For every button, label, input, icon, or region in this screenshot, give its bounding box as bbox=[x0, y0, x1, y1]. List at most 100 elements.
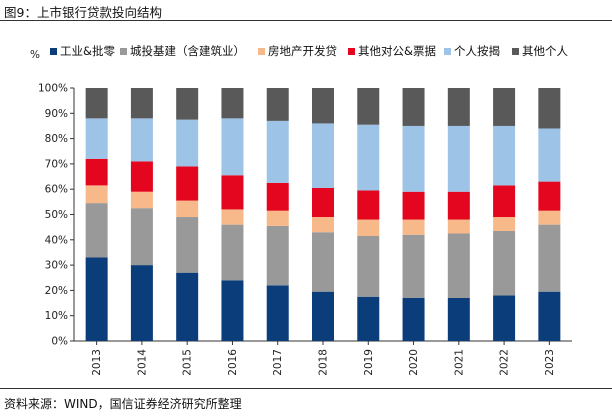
bar-segment bbox=[447, 88, 470, 126]
x-tick-label: 2014 bbox=[136, 349, 148, 376]
bar-segment bbox=[357, 296, 380, 341]
y-tick-label: 100% bbox=[38, 83, 68, 95]
legend-label: 城投基建（含建筑业） bbox=[130, 44, 245, 58]
plot-area: 0% 10% 20% 30% 40% 50% 60% 70% 80% 90% 100% 2013 201… bbox=[38, 83, 572, 376]
bar-segment bbox=[130, 118, 153, 162]
bar-segment bbox=[357, 190, 380, 220]
legend-swatch bbox=[258, 48, 265, 55]
bar-segment bbox=[312, 217, 334, 233]
bar-segment bbox=[85, 257, 108, 341]
bar-segment bbox=[538, 128, 561, 182]
top-rule bbox=[0, 20, 612, 21]
x-tick-label: 2013 bbox=[91, 349, 103, 376]
x-tick-label: 2020 bbox=[408, 349, 420, 376]
bar-segment bbox=[493, 88, 516, 126]
bar-segment bbox=[176, 217, 199, 273]
y-tick-label: 20% bbox=[45, 285, 68, 297]
legend-label: 个人按揭 bbox=[454, 44, 500, 58]
bar-segment bbox=[402, 125, 425, 192]
legend-swatch bbox=[50, 48, 57, 55]
y-tick-label: 50% bbox=[45, 209, 68, 221]
bar-segment bbox=[493, 230, 516, 296]
bar-segment bbox=[538, 88, 561, 129]
bar-segment bbox=[402, 219, 425, 235]
x-tick-label: 2022 bbox=[499, 349, 511, 376]
y-tick-label: 10% bbox=[45, 310, 68, 322]
bar-segment bbox=[85, 88, 108, 119]
bar-segment bbox=[493, 185, 516, 218]
bar-segment bbox=[402, 297, 425, 341]
legend-label: 房地产开发贷 bbox=[268, 44, 337, 58]
bar-segment bbox=[447, 191, 470, 220]
bar-segment bbox=[176, 119, 199, 167]
bar-segment bbox=[130, 191, 153, 209]
legend: 工业&批零 城投基建（含建筑业） 房地产开发贷 其他对公&票据 个人按揭 其他个人 bbox=[50, 44, 568, 58]
bar-segment bbox=[357, 88, 380, 125]
y-tick-label: 30% bbox=[45, 260, 68, 272]
bar-segment bbox=[447, 233, 470, 298]
bar-segment bbox=[221, 88, 244, 119]
source-note: 资料来源：WIND，国信证券经济研究所整理 bbox=[4, 397, 242, 411]
bar-segment bbox=[130, 161, 153, 192]
bar-segment bbox=[85, 158, 108, 186]
x-tick-label: 2019 bbox=[363, 349, 375, 376]
y-tick-label: 60% bbox=[45, 184, 68, 196]
y-tick-label: 70% bbox=[45, 158, 68, 170]
bar-segment bbox=[447, 297, 470, 341]
bar-segment bbox=[266, 285, 289, 341]
bar-segment bbox=[402, 88, 425, 126]
x-tick-label: 2017 bbox=[272, 349, 284, 376]
legend-swatch bbox=[512, 48, 519, 55]
x-tick-label: 2015 bbox=[182, 349, 194, 376]
bar-segment bbox=[493, 217, 516, 231]
y-tick-label: 40% bbox=[45, 234, 68, 246]
bar-segment bbox=[357, 219, 380, 236]
bar-segment bbox=[130, 88, 153, 119]
bar-segment bbox=[493, 295, 516, 341]
bar-segment bbox=[221, 175, 244, 210]
bottom-rule bbox=[0, 388, 612, 389]
bar-segment bbox=[447, 219, 470, 234]
bar-segment bbox=[266, 225, 289, 286]
bar-segment bbox=[176, 200, 199, 218]
bar-segment bbox=[221, 224, 244, 281]
bar-segment bbox=[85, 185, 108, 204]
x-tick-label: 2016 bbox=[227, 349, 239, 376]
x-tick-label: 2021 bbox=[453, 349, 465, 376]
y-tick-label: 80% bbox=[45, 133, 68, 145]
legend-swatch bbox=[120, 48, 127, 55]
bar-segment bbox=[312, 291, 334, 341]
y-unit-label: % bbox=[30, 49, 40, 61]
bar-segment bbox=[538, 291, 561, 341]
bar-segment bbox=[221, 209, 244, 225]
legend-label: 工业&批零 bbox=[60, 44, 115, 58]
bar-segment bbox=[312, 187, 334, 218]
bar-segment bbox=[312, 123, 334, 188]
bar-segment bbox=[176, 272, 199, 341]
bar-segment bbox=[85, 203, 108, 258]
bar-segment bbox=[538, 224, 561, 292]
bar-segment bbox=[176, 166, 199, 201]
bar-segment bbox=[266, 210, 289, 226]
y-tick-label: 90% bbox=[45, 108, 68, 120]
bar-segment bbox=[130, 265, 153, 341]
bar-segment bbox=[357, 236, 380, 297]
legend-label: 其他对公&票据 bbox=[358, 44, 436, 58]
bar-segment bbox=[266, 88, 289, 121]
legend-label: 其他个人 bbox=[522, 44, 568, 58]
bar-segment bbox=[176, 88, 199, 120]
bar-segment bbox=[402, 191, 425, 220]
bar-segment bbox=[266, 120, 289, 183]
bar-segment bbox=[402, 234, 425, 298]
bar-segment bbox=[221, 280, 244, 341]
bar-segment bbox=[266, 182, 289, 211]
bar-segment bbox=[447, 125, 470, 192]
bar-segment bbox=[312, 88, 334, 124]
bar-segment bbox=[312, 232, 334, 292]
legend-swatch bbox=[444, 48, 451, 55]
legend-swatch bbox=[348, 48, 355, 55]
bar-segment bbox=[357, 124, 380, 191]
x-tick-label: 2018 bbox=[318, 349, 330, 376]
bar-segment bbox=[538, 210, 561, 225]
